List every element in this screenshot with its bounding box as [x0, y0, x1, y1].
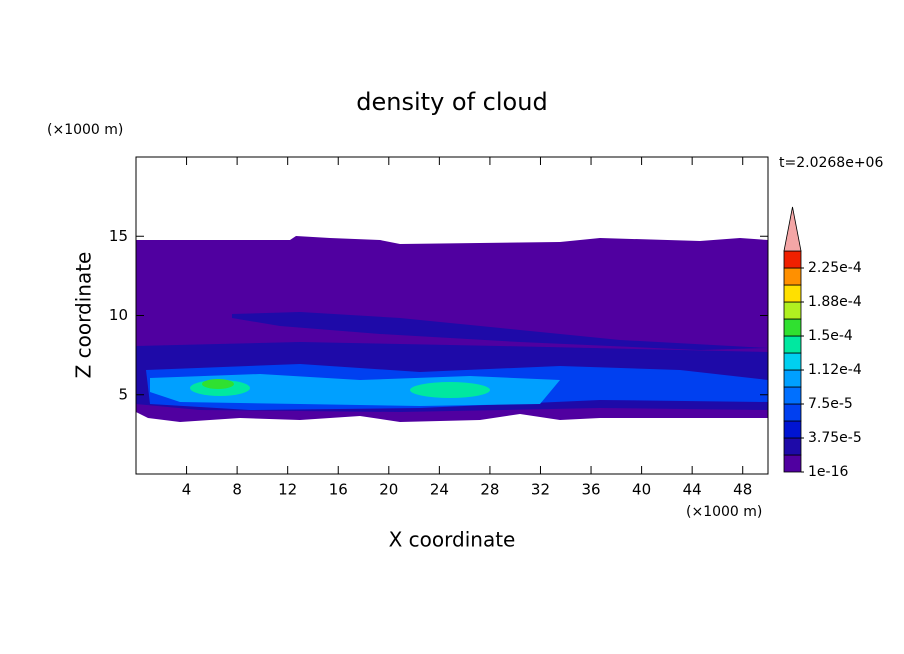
- contour-region: [410, 382, 490, 398]
- colorbar-tick-label: 1.5e-4: [808, 328, 853, 344]
- colorbar-tick-label: 7.5e-5: [808, 396, 853, 412]
- chart-title: density of cloud: [356, 88, 547, 116]
- contour-field: [136, 236, 768, 422]
- x-tick-label: 8: [232, 481, 242, 499]
- colorbar-box: [783, 454, 802, 473]
- y-axis-label: Z coordinate: [72, 252, 96, 379]
- contour-region: [232, 312, 768, 350]
- x-axis-label: X coordinate: [389, 528, 516, 552]
- colorbar-tick-label: 1e-16: [808, 464, 848, 480]
- x-tick-label: 20: [379, 481, 398, 499]
- y-tick-label: 5: [118, 385, 128, 403]
- colorbar-box: [783, 250, 802, 269]
- x-tick-label: 40: [632, 481, 651, 499]
- colorbar-box: [783, 267, 802, 286]
- x-unit: (×1000 m): [686, 504, 762, 520]
- x-tick-label: 12: [278, 481, 297, 499]
- x-tick-label: 32: [531, 481, 550, 499]
- colorbar-box: [783, 318, 802, 337]
- contour-region: [150, 374, 560, 406]
- colorbar-box: [783, 301, 802, 320]
- colorbar-tick-label: 3.75e-5: [808, 430, 862, 446]
- y-tick-label: 10: [109, 306, 128, 324]
- colorbar-extend: [783, 206, 802, 252]
- x-tick-label: 16: [329, 481, 348, 499]
- colorbar-box: [783, 403, 802, 422]
- colorbar-tick-label: 2.25e-4: [808, 260, 862, 276]
- annotation: t=2.0268e+06: [779, 155, 883, 171]
- colorbar-box: [783, 369, 802, 388]
- x-tick-label: 24: [430, 481, 449, 499]
- x-tick-label: 36: [581, 481, 600, 499]
- colorbar-box: [783, 335, 802, 354]
- colorbar-box: [783, 284, 802, 303]
- colorbar-box: [783, 420, 802, 439]
- x-tick-label: 28: [480, 481, 499, 499]
- y-unit: (×1000 m): [47, 122, 123, 138]
- x-tick-label: 48: [733, 481, 752, 499]
- colorbar-box: [783, 352, 802, 371]
- contour-region: [202, 379, 234, 389]
- x-tick-label: 44: [683, 481, 702, 499]
- x-tick-label: 4: [182, 481, 192, 499]
- colorbar-box: [783, 386, 802, 405]
- y-tick-label: 15: [109, 227, 128, 245]
- colorbar-tick-label: 1.88e-4: [808, 294, 862, 310]
- colorbar-box: [783, 437, 802, 456]
- colorbar-tick-label: 1.12e-4: [808, 362, 862, 378]
